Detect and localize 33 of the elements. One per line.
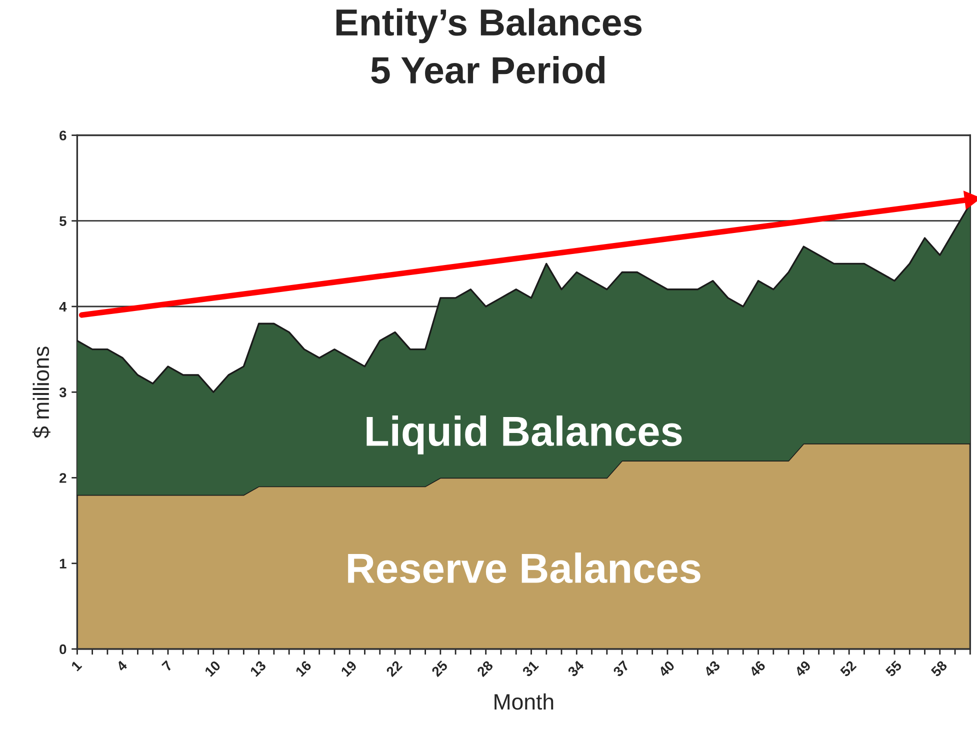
x-tick-label: 46 [748,660,766,678]
x-tick-label: 16 [295,660,312,677]
x-tick-label: 1 [70,660,82,672]
chart-title: Entity’s Balances [336,8,642,44]
chart-subtitle: 5 Year Period [371,56,605,84]
x-tick-label: 10 [204,660,222,677]
series-label: Liquid Balances [366,416,682,454]
y-tick-label: 6 [60,130,66,140]
x-tick-label: 43 [703,660,721,678]
x-tick-label: 19 [340,660,358,677]
x-tick-label: 40 [658,660,676,678]
x-tick-label: 34 [567,660,585,678]
x-tick-label: 25 [430,660,448,678]
y-axis-title: $ millions [32,346,50,438]
y-tick-label: 2 [60,473,66,483]
x-tick-label: 49 [794,660,812,678]
x-tick-label: 52 [840,660,857,678]
x-tick-label: 55 [885,660,902,678]
y-tick-label: 1 [60,558,66,568]
x-tick-label: 58 [930,660,948,678]
y-tick-label: 5 [59,216,66,226]
y-tick-label: 0 [60,644,66,654]
x-tick-label: 13 [250,660,267,677]
x-tick-label: 28 [476,660,494,678]
y-tick-label: 3 [59,387,66,398]
y-tick-label: 4 [59,302,67,312]
x-axis-title: Month [494,693,554,710]
x-tick-label: 22 [386,660,403,678]
series-label: Reserve Balances [348,552,700,584]
x-tick-label: 37 [612,660,630,678]
x-tick-label: 31 [522,660,540,678]
x-tick-label: 7 [161,660,173,672]
x-tick-label: 4 [116,660,128,672]
